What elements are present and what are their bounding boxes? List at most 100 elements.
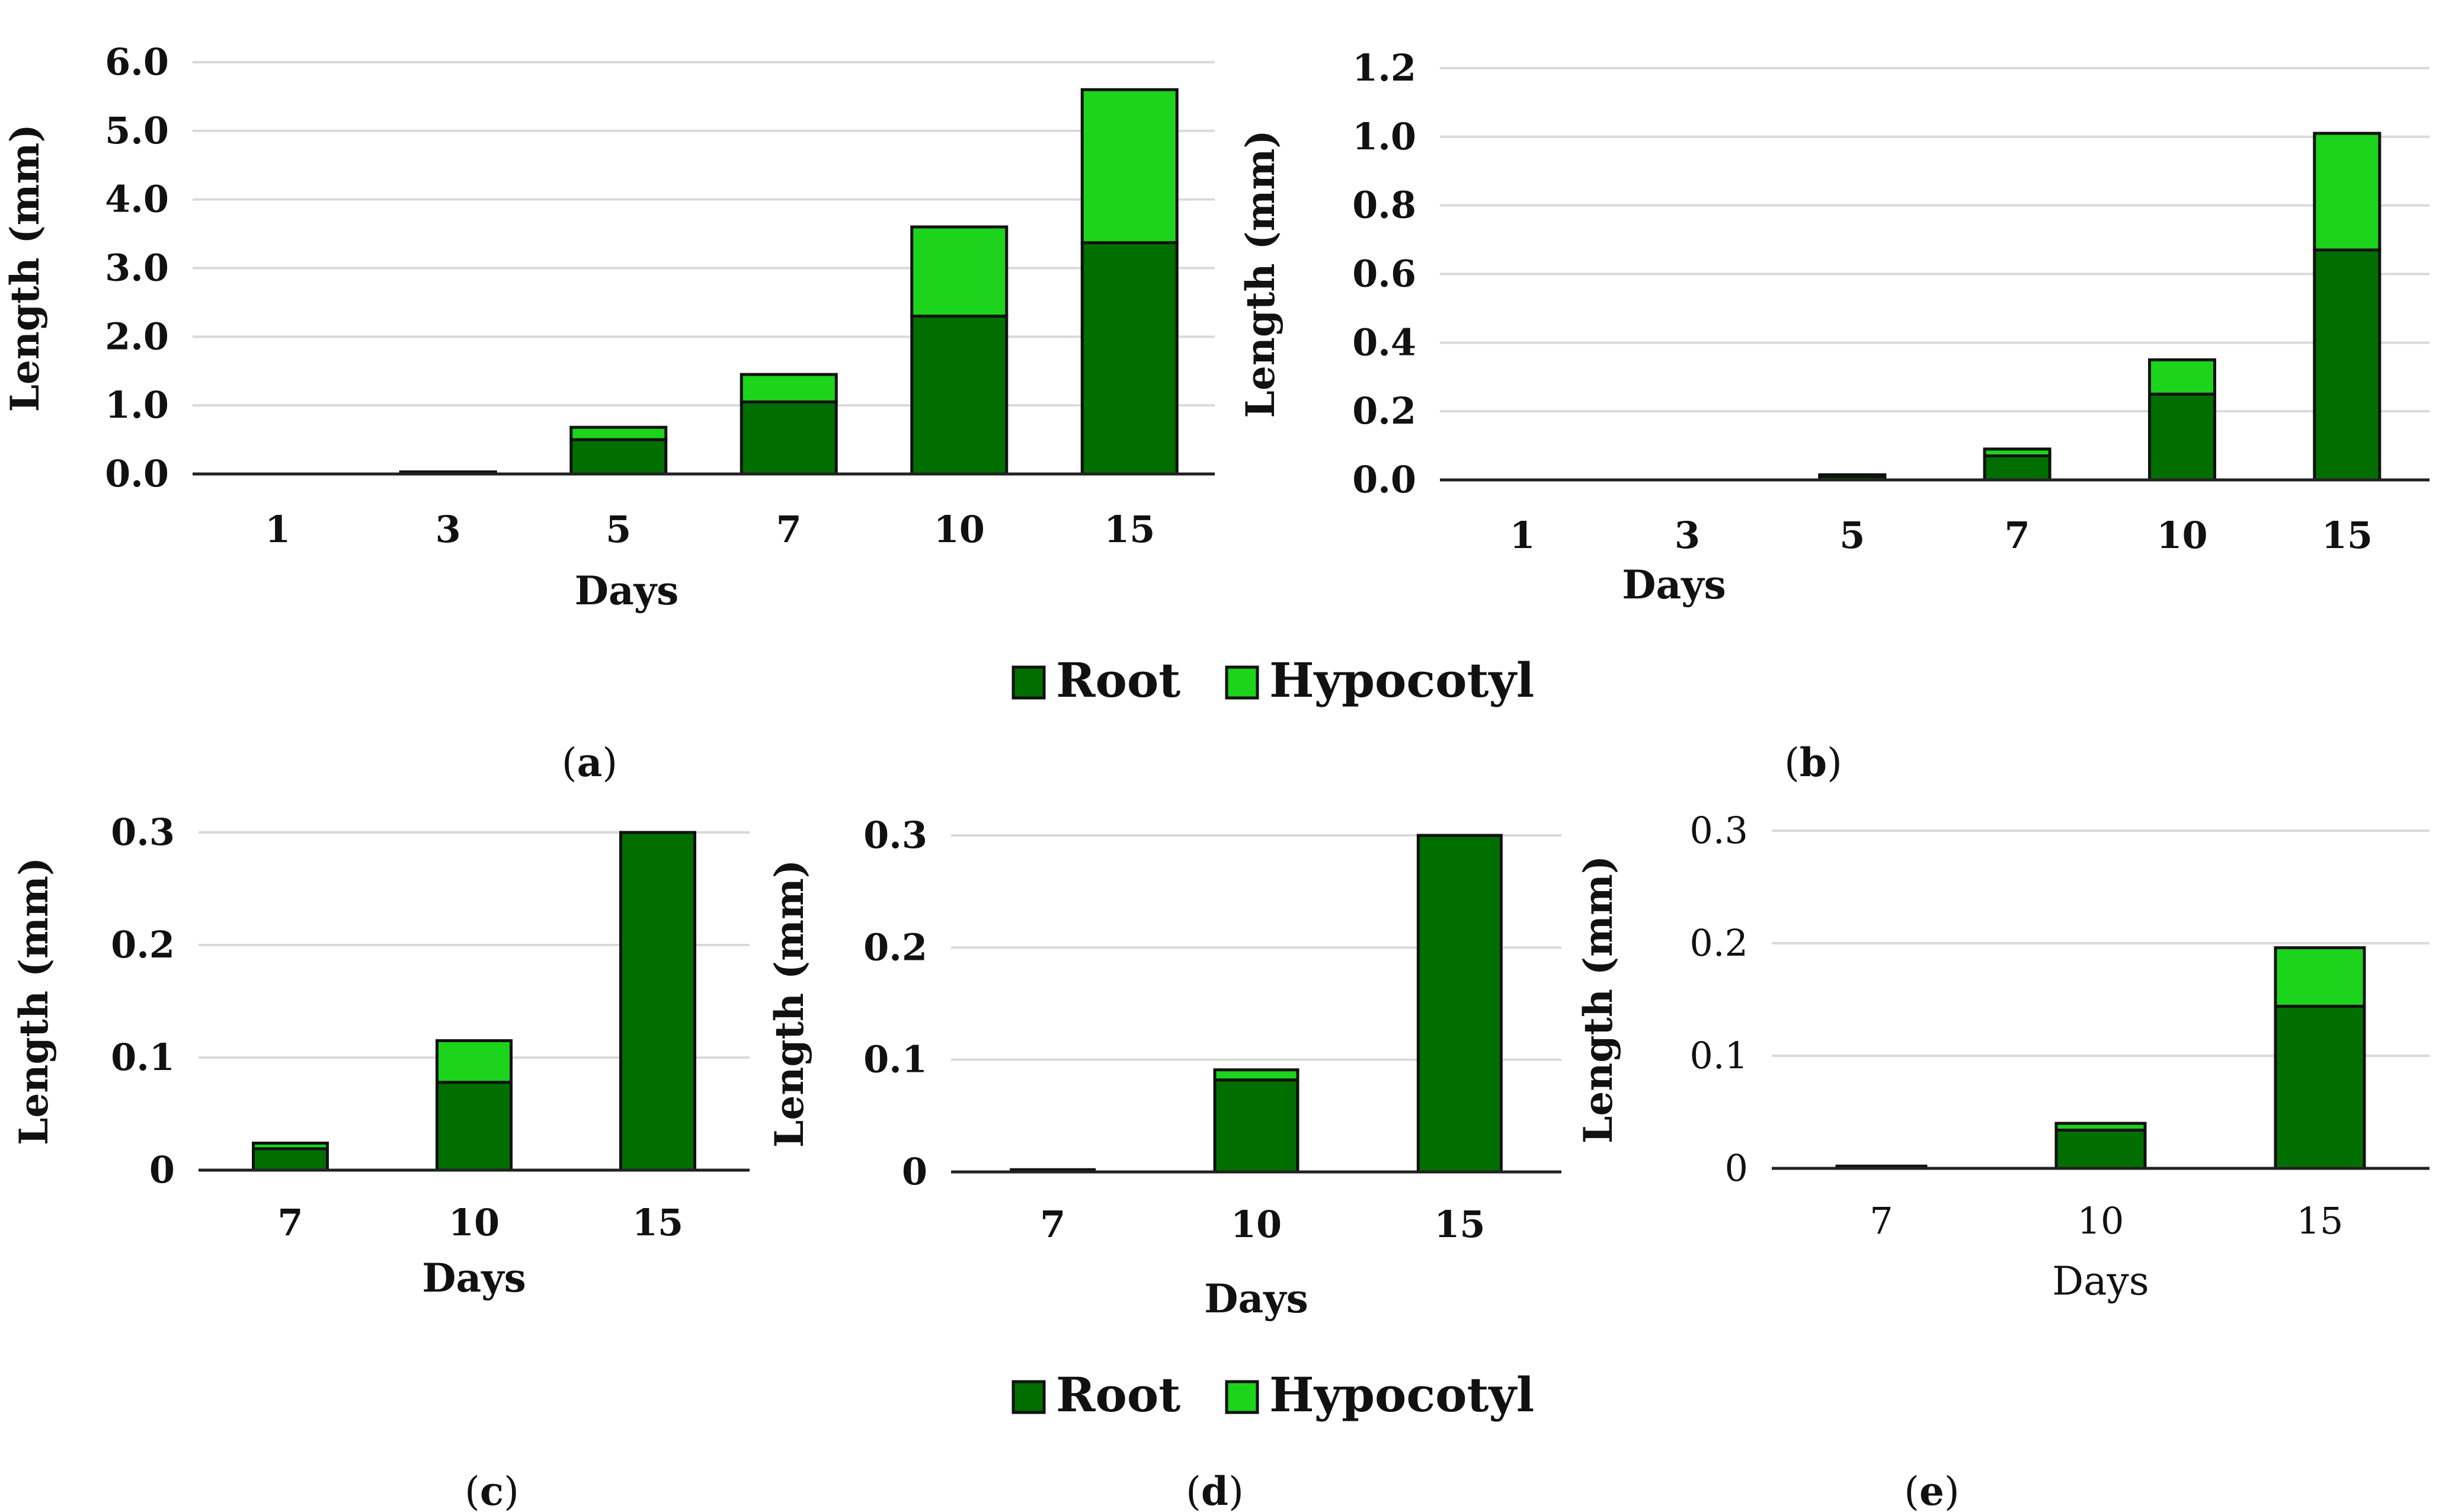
chart-a-ytick-label: 3.0: [105, 246, 169, 290]
chart-a-bar-root-day-7: [740, 400, 838, 476]
legend-top-hypocotyl-label: Hypocotyl: [1269, 652, 1534, 708]
chart-b-ytick-label: 1.0: [1352, 115, 1416, 158]
panel-a-chart: 0.0 1.0 2.0 3.0 4.0 5.0 6.0 1 3 5 7 10 15 Days Length …: [2, 40, 1215, 786]
chart-e-ytick-label: 0: [1725, 1146, 1748, 1190]
chart-e-xtick-label: 7: [1870, 1199, 1893, 1242]
panel-e-chart: 0 0.1 0.2 0.3 7 10 15 Days Length (mm) (e): [1575, 809, 2430, 1512]
chart-d-x-axis-title: Days: [1204, 1276, 1308, 1322]
chart-b-ytick-label: 0.8: [1352, 184, 1416, 227]
chart-e-xtick-label: 15: [2297, 1199, 2344, 1242]
chart-e-bar-root-day-15: [2274, 1004, 2366, 1170]
chart-c-ytick-label: 0: [149, 1148, 175, 1191]
legend-bottom-root-label: Root: [1056, 1367, 1180, 1423]
chart-a-x-axis-title: Days: [575, 568, 679, 614]
chart-c-xtick-label: 7: [277, 1201, 303, 1244]
legend-bottom-hypocotyl-swatch: [1225, 1380, 1259, 1414]
chart-b-y-axis-title: Length (mm): [1237, 130, 1283, 418]
panel-c-chart: 0 0.1 0.2 0.3 7 10 15 Days Length (mm) (c): [11, 811, 750, 1512]
chart-b-xtick-label: 10: [2156, 514, 2207, 557]
chart-d-xtick-label: 15: [1434, 1203, 1485, 1246]
chart-a-xtick-label: 5: [606, 508, 631, 551]
chart-a-ytick-label: 1.0: [105, 383, 169, 427]
chart-e-ytick-label: 0.3: [1689, 809, 1748, 852]
chart-a-bar-root-day-10: [910, 315, 1009, 476]
chart-c-ytick-label: 0.3: [111, 811, 175, 854]
chart-a-ytick-label: 5.0: [105, 109, 169, 152]
legend-bottom-hypocotyl-label: Hypocotyl: [1269, 1367, 1534, 1423]
chart-a-bar-hypocotyl-day-5: [569, 425, 668, 441]
chart-a-y-axis-title: Length (mm): [2, 124, 48, 412]
chart-d-bar-root-day-15: [1416, 834, 1503, 1174]
panel-d-chart: 0 0.1 0.2 0.3 7 10 15 Days Length (mm) (d): [766, 813, 1561, 1512]
chart-b-xtick-label: 1: [1510, 514, 1535, 557]
chart-b-panel-label: (b): [1784, 739, 1842, 786]
chart-d-ytick-label: 0.2: [863, 925, 927, 969]
chart-a-bar-hypocotyl-day-7: [740, 373, 838, 403]
chart-c-ytick-label: 0.1: [111, 1036, 175, 1079]
legend-top-hypocotyl-swatch: [1225, 665, 1259, 700]
chart-e-ytick-label: 0.1: [1689, 1034, 1748, 1077]
chart-a-bar-root-day-5: [569, 438, 668, 476]
chart-d-bar-root-day-10: [1213, 1078, 1299, 1174]
chart-b-xtick-label: 5: [1839, 514, 1865, 557]
chart-b-ytick-label: 0.4: [1352, 321, 1416, 364]
chart-b-ytick-label: 0.6: [1352, 252, 1416, 296]
chart-b-bar-hypocotyl-day-7: [1983, 447, 2051, 457]
chart-d-panel-label: (d): [1186, 1468, 1244, 1512]
chart-b-ytick-label: 0.0: [1352, 458, 1416, 501]
chart-c-bar-root-day-7: [252, 1147, 329, 1172]
chart-c-ytick-label: 0.2: [111, 923, 175, 966]
chart-c-y-axis-title: Length (mm): [11, 857, 57, 1145]
chart-c-bar-hypocotyl-day-10: [436, 1039, 513, 1084]
chart-b-bar-root-day-15: [2313, 248, 2382, 482]
chart-b-xtick-label: 7: [2005, 514, 2030, 557]
legend-bottom-root-swatch: [1012, 1380, 1046, 1414]
chart-a-bar-hypocotyl-day-15: [1080, 88, 1179, 245]
legend-top-root-swatch: [1012, 665, 1046, 700]
chart-c-x-axis-title: Days: [422, 1255, 526, 1301]
chart-e-y-axis-title: Length (mm): [1575, 856, 1621, 1143]
chart-b-bar-root-day-7: [1983, 454, 2051, 482]
chart-d-bar-hypocotyl-day-10: [1213, 1068, 1299, 1082]
chart-a-ytick-label: 6.0: [105, 40, 169, 84]
chart-c-bar-hypocotyl-day-7: [252, 1141, 329, 1151]
chart-e-bar-hypocotyl-day-10: [2054, 1122, 2147, 1132]
chart-a-xtick-label: 15: [1104, 508, 1155, 551]
legend-top: Root Hypocotyl: [1012, 652, 1534, 708]
legend-top-root-label: Root: [1056, 652, 1180, 708]
chart-a-xtick-label: 10: [934, 508, 985, 551]
chart-b-xtick-label: 3: [1675, 514, 1700, 557]
chart-b-ytick-label: 0.2: [1352, 389, 1416, 433]
chart-b-bar-hypocotyl-day-5: [1818, 473, 1887, 478]
chart-a-xtick-label: 7: [776, 508, 802, 551]
chart-a-xtick-label: 1: [265, 508, 290, 551]
chart-a-panel-label: (a): [562, 739, 617, 786]
chart-b-xtick-label: 15: [2322, 514, 2373, 557]
chart-b-x-axis-title: Days: [1622, 562, 1726, 608]
chart-a-ytick-label: 4.0: [105, 178, 169, 221]
chart-d-ytick-label: 0.3: [863, 813, 927, 857]
chart-b-bar-hypocotyl-day-10: [2148, 358, 2216, 396]
chart-c-bar-root-day-15: [619, 831, 696, 1172]
chart-c-xtick-label: 15: [632, 1201, 683, 1244]
chart-b-ytick-label: 1.2: [1352, 46, 1416, 89]
chart-e-x-axis-title: Days: [2052, 1258, 2149, 1304]
panel-b-chart: 0.0 0.2 0.4 0.6 0.8 1.0 1.2 1 3 5 7 10 15 Days Length …: [1237, 46, 2430, 786]
chart-d-ytick-label: 0.1: [863, 1038, 927, 1081]
chart-c-xtick-label: 10: [449, 1201, 500, 1244]
chart-e-bar-hypocotyl-day-15: [2274, 946, 2366, 1008]
chart-d-xtick-label: 10: [1231, 1203, 1282, 1246]
chart-a-bar-root-day-15: [1080, 241, 1179, 476]
chart-d-xtick-label: 7: [1040, 1203, 1065, 1246]
legend-bottom: Root Hypocotyl: [1012, 1367, 1534, 1423]
chart-b-bar-root-day-10: [2148, 392, 2216, 482]
chart-a-bar-hypocotyl-day-10: [910, 225, 1009, 318]
chart-e-panel-label: (e): [1904, 1468, 1960, 1512]
chart-b-bar-hypocotyl-day-15: [2313, 132, 2382, 252]
chart-e-bar-root-day-10: [2054, 1128, 2147, 1170]
chart-a-ytick-label: 0.0: [105, 452, 169, 495]
chart-e-ytick-label: 0.2: [1689, 921, 1748, 965]
chart-c-bar-root-day-10: [436, 1081, 513, 1172]
chart-c-panel-label: (c): [465, 1468, 519, 1512]
